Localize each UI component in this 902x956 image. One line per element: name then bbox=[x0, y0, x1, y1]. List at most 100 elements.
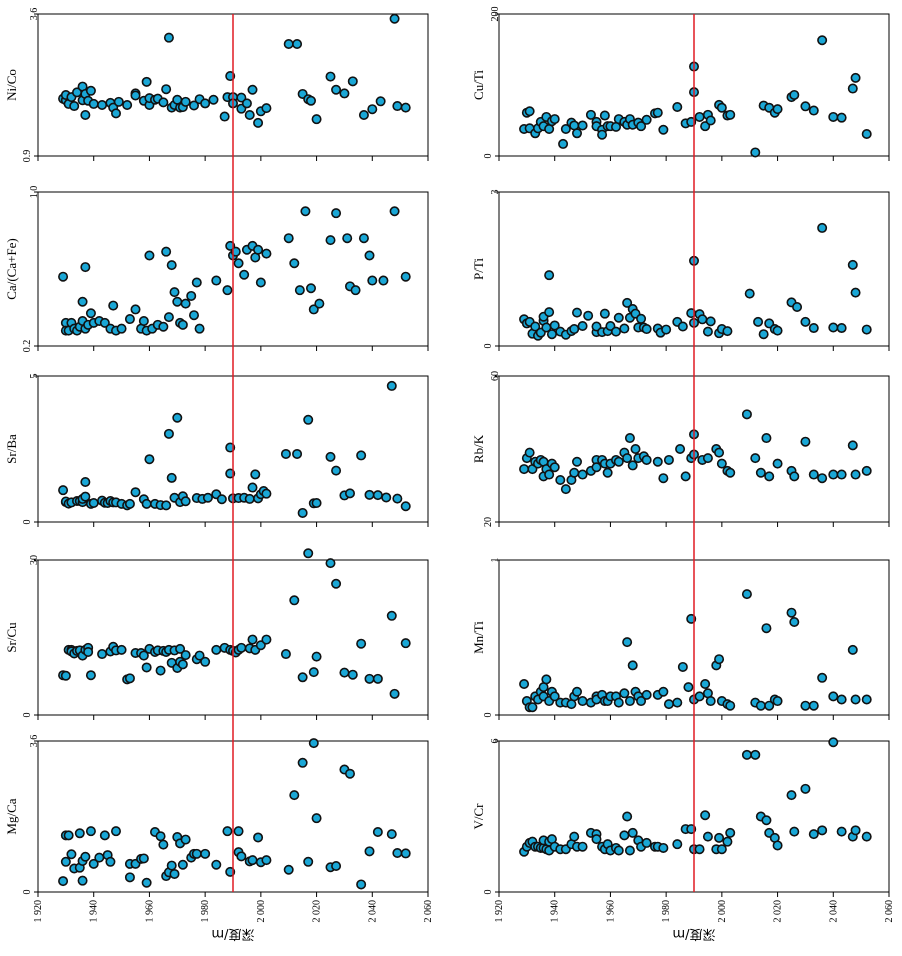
data-point bbox=[764, 700, 775, 711]
data-point bbox=[569, 324, 580, 335]
data-point bbox=[344, 768, 355, 779]
data-point bbox=[350, 285, 361, 296]
data-point bbox=[675, 443, 686, 454]
data-point bbox=[652, 107, 663, 118]
data-point bbox=[828, 469, 839, 480]
data-point bbox=[636, 696, 647, 707]
data-point bbox=[372, 673, 383, 684]
data-point bbox=[630, 443, 641, 454]
data-point bbox=[622, 453, 633, 464]
y-axis-label: Sr/Ba bbox=[4, 434, 19, 464]
x-axis-label: 深度/m bbox=[211, 926, 254, 942]
data-point bbox=[189, 100, 200, 111]
data-point bbox=[97, 649, 108, 660]
x-tick-label: 2 000 bbox=[256, 900, 267, 923]
data-point bbox=[641, 324, 652, 335]
data-point bbox=[283, 38, 294, 49]
data-point bbox=[378, 275, 389, 286]
data-point bbox=[808, 700, 819, 711]
data-point bbox=[305, 283, 316, 294]
y-tick-label: 0 bbox=[483, 713, 494, 718]
data-point bbox=[753, 316, 764, 327]
data-point bbox=[347, 669, 358, 680]
data-point bbox=[180, 96, 191, 107]
data-point bbox=[599, 110, 610, 121]
data-point bbox=[116, 323, 127, 334]
y-tick-label: 0 bbox=[22, 890, 33, 895]
data-point bbox=[577, 841, 588, 852]
data-point bbox=[558, 138, 569, 149]
data-point bbox=[155, 665, 166, 676]
data-point bbox=[697, 314, 708, 325]
data-point bbox=[138, 315, 149, 326]
data-point bbox=[166, 260, 177, 271]
data-point bbox=[325, 71, 336, 82]
data-point bbox=[99, 317, 110, 328]
data-point bbox=[289, 595, 300, 606]
data-point bbox=[331, 860, 342, 871]
data-point bbox=[702, 453, 713, 464]
panel-p-ti: 0 3 P/Ti bbox=[471, 190, 890, 351]
data-points bbox=[519, 409, 872, 495]
data-point bbox=[122, 99, 133, 110]
x-tick-label: 2 040 bbox=[828, 900, 839, 923]
y-tick-label: 30 bbox=[29, 555, 40, 565]
data-point bbox=[189, 310, 200, 321]
data-point bbox=[308, 304, 319, 315]
data-point bbox=[624, 845, 635, 856]
data-point bbox=[367, 104, 378, 115]
data-point bbox=[211, 275, 222, 286]
data-point bbox=[702, 326, 713, 337]
data-point bbox=[236, 642, 247, 653]
data-point bbox=[392, 101, 403, 112]
data-point bbox=[194, 650, 205, 661]
data-point bbox=[808, 323, 819, 334]
data-point bbox=[124, 498, 135, 509]
y-axis-label: P/Ti bbox=[471, 258, 486, 280]
y-axis-label: Mg/Ca bbox=[4, 798, 19, 834]
data-point bbox=[828, 737, 839, 748]
data-point bbox=[700, 678, 711, 689]
x-tick-label: 1 960 bbox=[605, 900, 616, 923]
data-point bbox=[66, 849, 77, 860]
data-point bbox=[549, 462, 560, 473]
data-point bbox=[311, 114, 322, 125]
data-point bbox=[186, 290, 197, 301]
data-point bbox=[358, 109, 369, 120]
data-point bbox=[847, 440, 858, 451]
data-point bbox=[305, 95, 316, 106]
data-point bbox=[725, 700, 736, 711]
data-point bbox=[303, 856, 314, 867]
data-point bbox=[400, 501, 411, 512]
data-point bbox=[200, 98, 211, 109]
data-point bbox=[850, 825, 861, 836]
data-point bbox=[74, 828, 85, 839]
data-point bbox=[308, 738, 319, 749]
data-point bbox=[577, 469, 588, 480]
data-point bbox=[571, 128, 582, 139]
y-tick-label: 3 bbox=[490, 190, 501, 195]
data-point bbox=[80, 109, 91, 120]
data-point bbox=[836, 826, 847, 837]
data-point bbox=[610, 326, 621, 337]
x-tick-label: 2 000 bbox=[717, 900, 728, 923]
data-point bbox=[828, 322, 839, 333]
data-point bbox=[716, 844, 727, 855]
data-point bbox=[571, 307, 582, 318]
data-point bbox=[519, 464, 530, 475]
data-point bbox=[211, 644, 222, 655]
data-point bbox=[571, 686, 582, 697]
data-point bbox=[772, 840, 783, 851]
data-points bbox=[58, 548, 411, 699]
data-point bbox=[261, 248, 272, 259]
data-point bbox=[358, 233, 369, 244]
data-point bbox=[244, 109, 255, 120]
data-point bbox=[297, 672, 308, 683]
data-point bbox=[680, 471, 691, 482]
data-point bbox=[702, 831, 713, 842]
data-point bbox=[130, 90, 141, 101]
data-point bbox=[222, 285, 233, 296]
y-tick-label: 6 bbox=[490, 739, 501, 744]
data-point bbox=[172, 412, 183, 423]
data-point bbox=[111, 108, 122, 119]
